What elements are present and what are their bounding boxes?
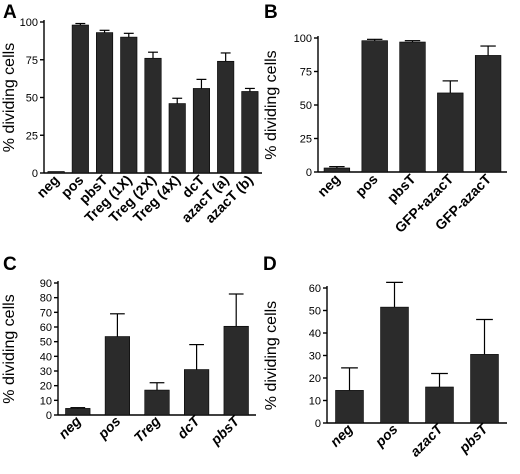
bar	[380, 306, 409, 424]
y-tick-label: 75	[300, 67, 312, 79]
bar	[470, 354, 499, 424]
bar	[217, 60, 235, 174]
bar	[223, 325, 249, 416]
bar	[425, 386, 454, 424]
panel-d: D % dividing cells 0 10 20 30 40 50 60 neg pos azac…	[263, 254, 507, 460]
category-label: pbsT	[455, 420, 492, 457]
category-label: pos	[352, 171, 381, 200]
y-tick-label: 80	[40, 293, 52, 305]
panel-letter: A	[3, 2, 17, 23]
category-label: pos	[371, 421, 401, 451]
y-tick-label: 60	[309, 283, 321, 295]
y-tick-label: 10	[309, 396, 321, 408]
y-axis-label: % dividing cells	[1, 294, 18, 403]
y-tick-label: 50	[309, 306, 321, 318]
y-tick-label: 75	[26, 55, 38, 67]
y-tick-label: 40	[40, 351, 52, 363]
category-label: neg	[55, 412, 84, 441]
y-tick-label: 50	[300, 100, 312, 112]
bar	[65, 408, 91, 416]
y-tick-label: 60	[40, 322, 52, 334]
category-label: pbsT	[207, 412, 244, 449]
bar	[437, 92, 464, 173]
y-tick-label: 20	[309, 373, 321, 385]
y-tick-label: 0	[32, 168, 38, 180]
y-tick-label: 0	[46, 410, 52, 422]
bar	[335, 390, 364, 424]
y-tick-label: 70	[40, 307, 52, 319]
panel-letter: C	[3, 254, 17, 275]
y-tick-label: 20	[40, 381, 52, 393]
category-label: neg	[327, 420, 356, 449]
category-label: Treg	[131, 412, 164, 445]
bar	[104, 336, 130, 416]
bar	[192, 88, 210, 174]
bar	[168, 103, 186, 174]
y-tick-label: 40	[309, 328, 321, 340]
y-axis-label: % dividing cells	[1, 43, 18, 152]
y-tick-label: 0	[315, 418, 321, 430]
bar	[474, 55, 502, 173]
y-tick-label: 30	[40, 366, 52, 378]
bar	[144, 57, 162, 174]
category-label: pos	[94, 413, 124, 443]
bar	[96, 32, 114, 174]
y-tick-label: 50	[40, 337, 52, 349]
bar	[184, 369, 210, 416]
category-label: pbsT	[384, 170, 419, 205]
category-label: azacT	[407, 420, 447, 460]
y-tick-label: 25	[300, 134, 312, 146]
panel-letter: D	[263, 254, 277, 275]
bar	[71, 24, 89, 174]
category-label: dcT	[174, 412, 204, 442]
category-label: neg	[314, 171, 343, 200]
bar	[323, 167, 351, 173]
y-tick-label: 100	[294, 33, 312, 45]
bar	[361, 40, 388, 173]
panel-letter: B	[264, 2, 278, 23]
panel-a: A% dividing cells0255075100negpospbsTTre…	[1, 2, 262, 226]
y-axis-label: % dividing cells	[263, 50, 280, 159]
y-tick-label: 25	[26, 130, 38, 142]
y-tick-label: 30	[309, 351, 321, 363]
bar	[120, 36, 138, 174]
bar	[47, 171, 65, 174]
y-tick-label: 0	[306, 167, 312, 179]
bar	[241, 91, 259, 174]
bar	[144, 389, 170, 416]
y-axis-label: % dividing cells	[263, 301, 280, 410]
y-tick-label: 50	[26, 93, 38, 105]
y-tick-label: 90	[40, 278, 52, 290]
y-tick-label: 100	[20, 17, 38, 29]
y-tick-label: 10	[40, 395, 52, 407]
bar	[399, 41, 426, 173]
